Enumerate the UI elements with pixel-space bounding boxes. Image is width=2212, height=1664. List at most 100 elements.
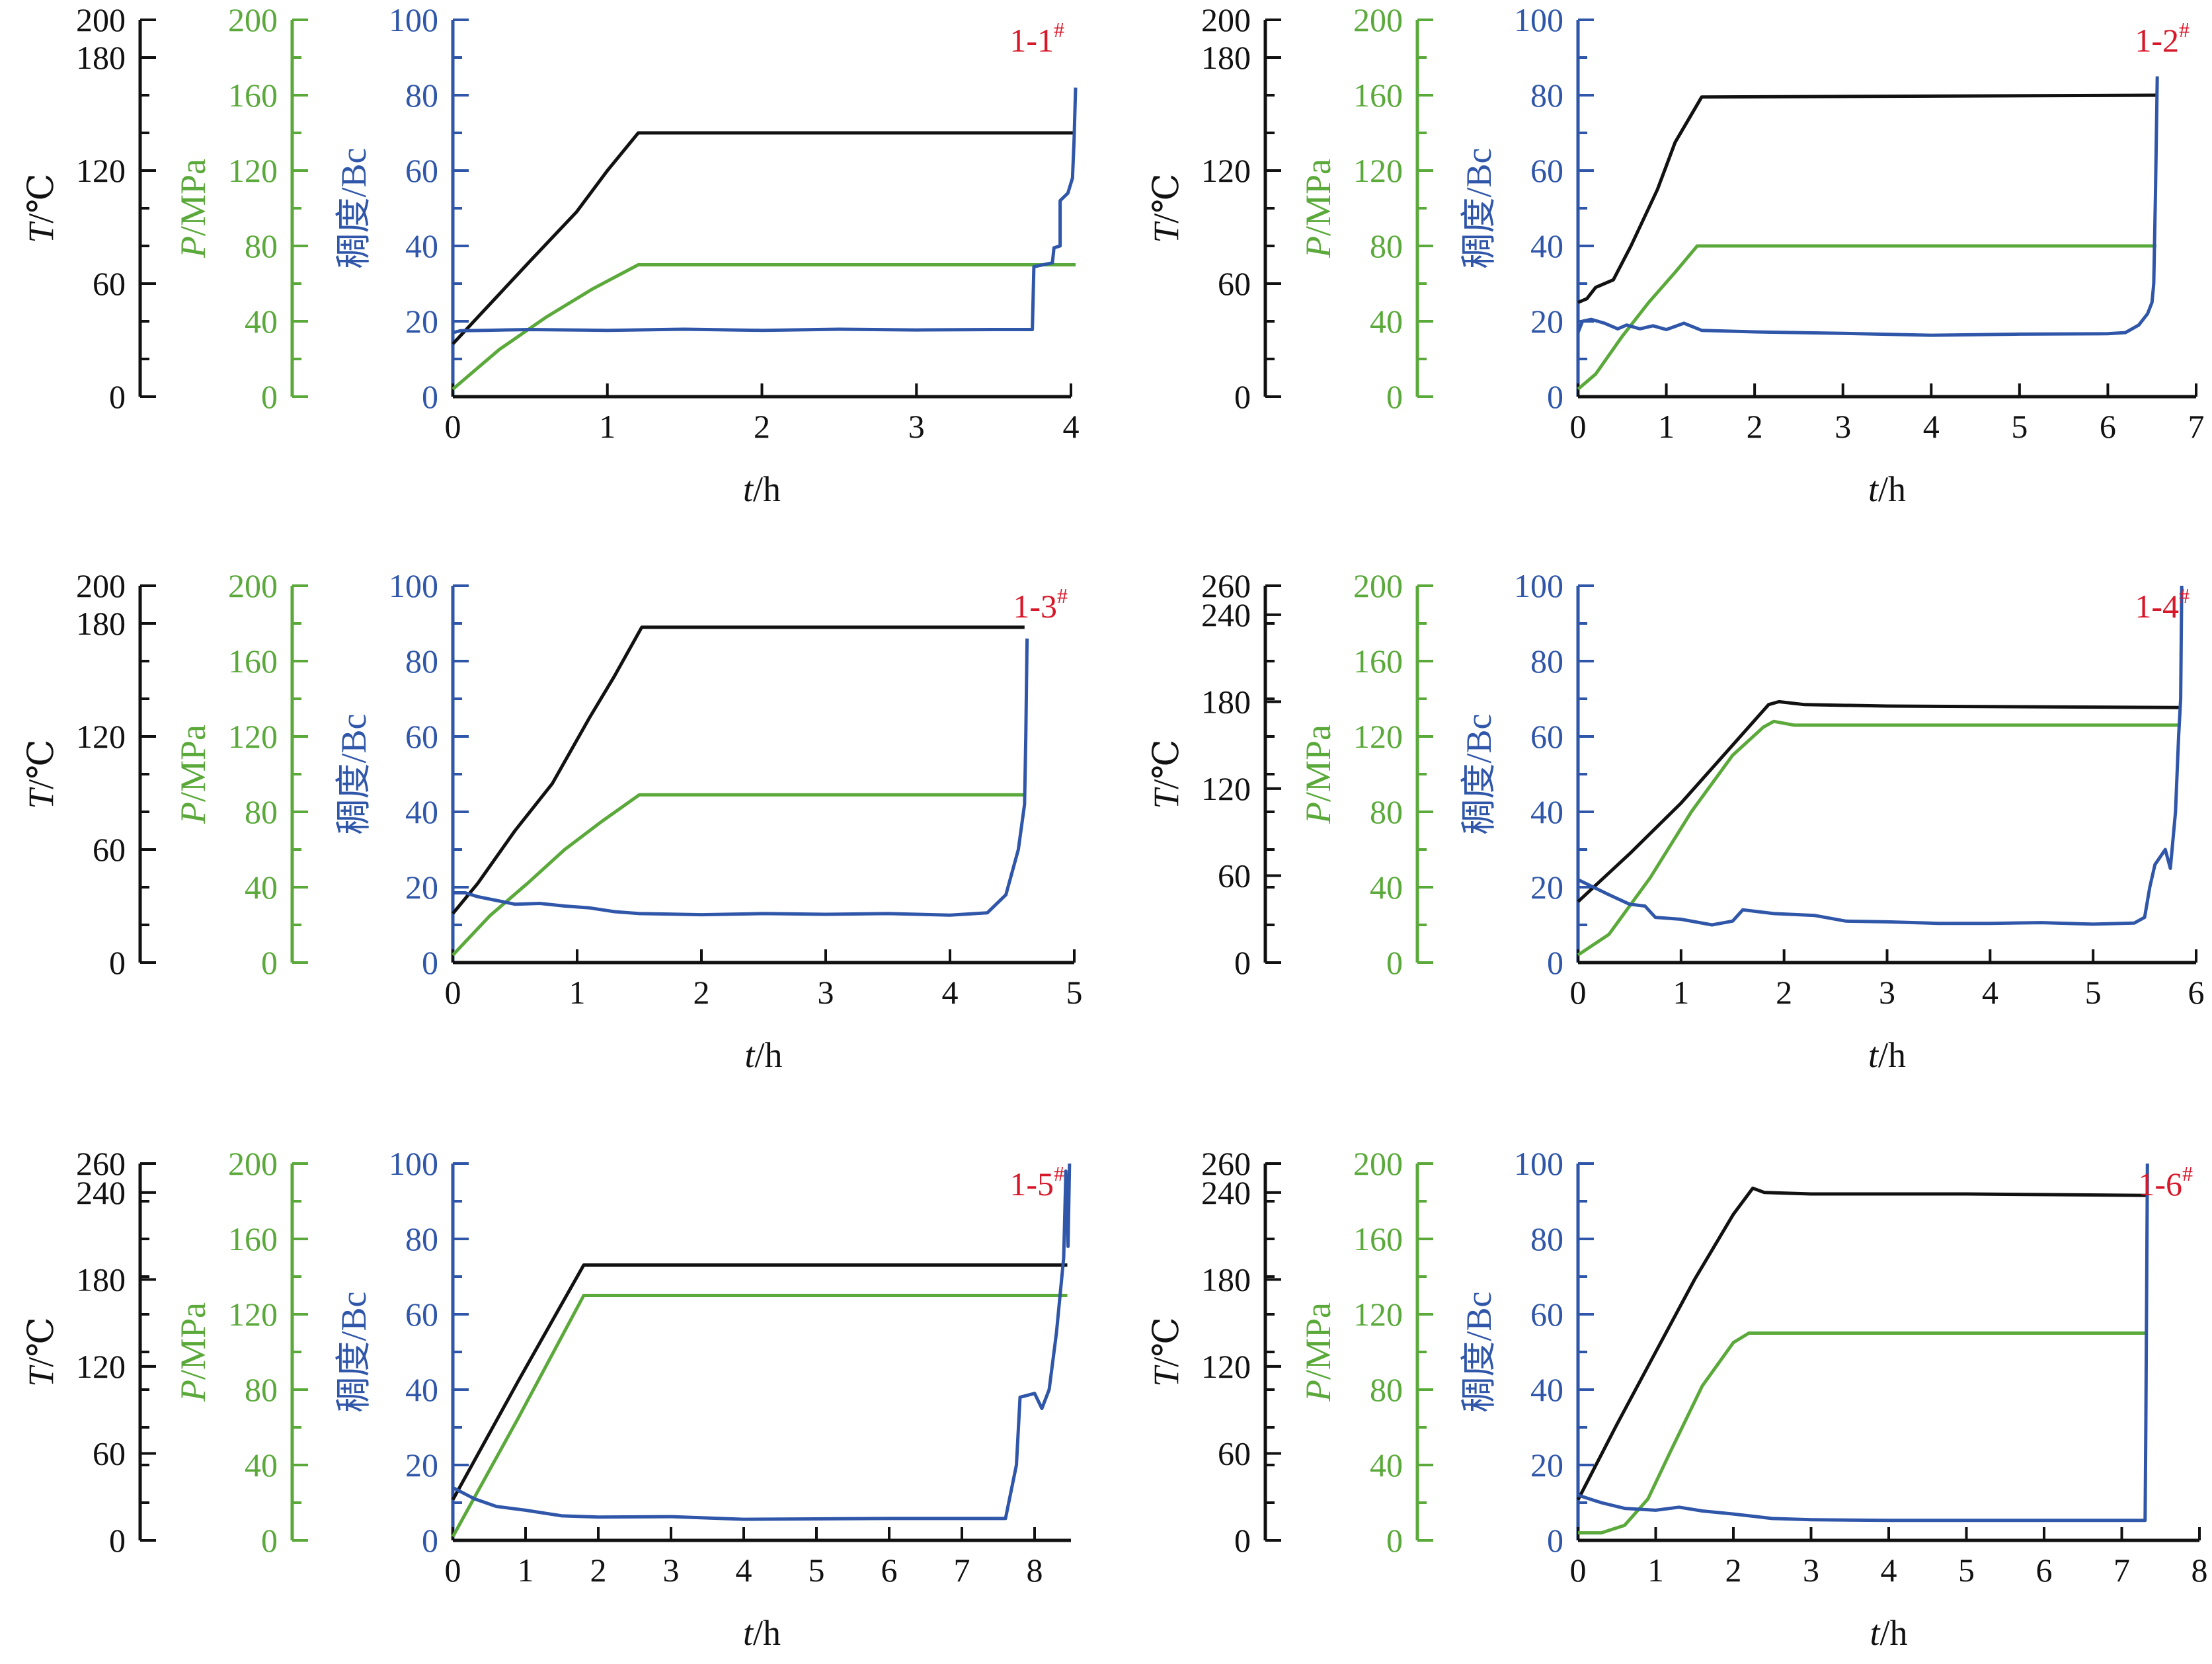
P-axis-title-part: /MPa <box>1298 725 1338 802</box>
T-tick-label: 120 <box>1201 152 1251 189</box>
x-tick-label: 4 <box>1063 408 1080 445</box>
x-tick-label: 1 <box>1673 974 1689 1011</box>
P-axis-title: P/MPa <box>173 1302 213 1402</box>
panel-label-sup: # <box>1054 1162 1064 1185</box>
P-tick-label: 0 <box>261 1522 278 1559</box>
panel-label: 1-6# <box>2138 1162 2193 1203</box>
x-axis-title-unit: /h <box>1880 1613 1908 1653</box>
T-tick-label: 120 <box>1201 1348 1251 1385</box>
x-axis-title-var: t <box>1868 469 1879 509</box>
P-axis-title-part: P <box>173 802 213 824</box>
x-tick-label: 1 <box>569 974 586 1011</box>
P-axis-title-part: /MPa <box>1298 1302 1338 1380</box>
T-tick-label: 120 <box>76 718 126 755</box>
T-axis-title-part: T <box>1146 221 1186 243</box>
T-axis-title: T/℃ <box>21 1317 61 1386</box>
T-axis-title: T/℃ <box>1146 173 1186 243</box>
x-axis-title: t/h <box>1868 469 1906 509</box>
P-tick-label: 120 <box>228 1296 278 1333</box>
x-tick-label: 3 <box>1803 1552 1819 1589</box>
series-line-P <box>452 793 1025 957</box>
P-tick-label: 200 <box>1353 1145 1403 1182</box>
P-tick-label: 120 <box>228 152 278 189</box>
panel-label: 1-4# <box>2135 584 2190 625</box>
x-axis-title-unit: /h <box>1878 469 1906 509</box>
x-axis-title: t/h <box>743 1613 781 1653</box>
x-tick-label: 1 <box>1647 1552 1664 1589</box>
P-axis-title-part: P <box>1298 802 1338 824</box>
panel-label-text: 1-4 <box>2135 588 2179 625</box>
T-tick-label: 120 <box>76 1348 126 1385</box>
C-tick-label: 40 <box>1530 793 1563 830</box>
x-axis-title-var: t <box>1868 1035 1879 1075</box>
P-tick-label: 120 <box>1353 718 1403 755</box>
T-tick-label: 180 <box>76 39 126 76</box>
T-tick-label: 180 <box>1201 683 1251 720</box>
P-axis: 0 40 80 120 160 200 <box>228 567 308 981</box>
C-tick-label: 20 <box>405 869 438 906</box>
x-tick-label: 4 <box>1923 408 1940 445</box>
C-tick-label: 40 <box>405 227 438 264</box>
T-tick-label: 0 <box>1234 944 1251 981</box>
panel-1-1: 06012018020004080120160200020406080100T/… <box>21 1 1080 509</box>
panel-label-text: 1-3 <box>1013 588 1057 625</box>
series-line-T <box>452 131 1076 345</box>
C-tick-label: 20 <box>405 303 438 340</box>
C-tick-label: 60 <box>1530 718 1563 755</box>
x-tick-label: 3 <box>1835 408 1851 445</box>
panel-1-2: 06012018020004080120160200020406080100T/… <box>1146 1 2205 509</box>
x-tick-label: 3 <box>1879 974 1895 1011</box>
T-tick-label: 240 <box>1201 596 1251 633</box>
P-tick-label: 120 <box>228 718 278 755</box>
x-tick-label: 4 <box>736 1552 752 1589</box>
x-axis: 0 1 2 3 4 5 t/h <box>445 949 1083 1075</box>
x-tick-label: 1 <box>518 1552 534 1589</box>
panel-label: 1-5# <box>1009 1162 1064 1203</box>
P-axis: 0 40 80 120 160 200 <box>228 1 308 415</box>
P-axis-title-part: /MPa <box>173 159 213 236</box>
x-axis-title-var: t <box>743 1613 754 1653</box>
C-tick-label: 100 <box>389 1 438 38</box>
x-tick-label: 5 <box>1958 1552 1975 1589</box>
x-axis: 0 1 2 3 4 5 6 7 8 t/h <box>1570 1527 2208 1653</box>
panel-label: 1-3# <box>1013 584 1068 625</box>
T-tick-label: 0 <box>109 944 126 981</box>
x-tick-label: 2 <box>1725 1552 1742 1589</box>
P-tick-label: 160 <box>228 643 278 680</box>
C-axis-title: 稠度/Bc <box>334 148 374 269</box>
P-axis-title: P/MPa <box>1298 159 1338 258</box>
C-tick-label: 0 <box>422 378 438 415</box>
C-tick-label: 40 <box>405 793 438 830</box>
x-tick-label: 0 <box>1570 1552 1587 1589</box>
x-tick-label: 2 <box>590 1552 607 1589</box>
T-tick-label: 60 <box>1218 265 1251 302</box>
x-tick-label: 4 <box>942 974 959 1011</box>
P-axis-title: P/MPa <box>1298 1302 1338 1402</box>
P-axis-title: P/MPa <box>173 725 213 824</box>
x-tick-label: 0 <box>445 974 461 1011</box>
C-axis-title-part: 稠度/Bc <box>1459 148 1499 269</box>
P-axis-title-part: P <box>173 1380 213 1402</box>
x-tick-label: 8 <box>2192 1552 2208 1589</box>
C-axis: 0 20 40 60 80 100 <box>389 1 469 415</box>
C-axis-title: 稠度/Bc <box>1459 148 1499 269</box>
series-line-P <box>451 1294 1068 1538</box>
x-axis-title-unit: /h <box>1878 1035 1906 1075</box>
C-tick-label: 40 <box>1530 1371 1563 1408</box>
C-tick-label: 100 <box>1514 1 1563 38</box>
series-line-T <box>451 1263 1068 1501</box>
T-axis-title-part: T <box>1146 787 1186 809</box>
x-tick-label: 3 <box>818 974 834 1011</box>
x-tick-label: 6 <box>2188 974 2205 1011</box>
C-tick-label: 40 <box>1530 227 1563 264</box>
P-axis-title-part: /MPa <box>173 1302 213 1380</box>
C-tick-label: 100 <box>1514 1145 1563 1182</box>
T-axis-title-part: /℃ <box>1146 1317 1186 1367</box>
x-tick-label: 7 <box>2113 1552 2130 1589</box>
C-tick-label: 80 <box>405 77 438 114</box>
series-line-C <box>1576 76 2159 337</box>
x-tick-label: 2 <box>754 408 770 445</box>
T-axis-title-part: T <box>21 787 61 809</box>
